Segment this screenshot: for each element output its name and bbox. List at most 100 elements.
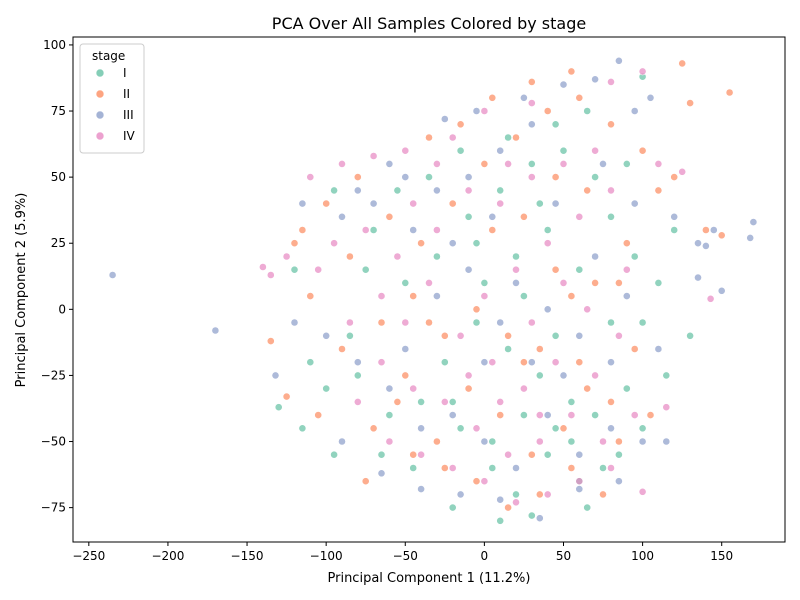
y-tick-label: −25	[41, 368, 66, 382]
point-IV-65	[622, 265, 631, 274]
point-I-21	[496, 186, 505, 195]
point-I-41	[377, 450, 386, 459]
point-IV-0	[440, 397, 449, 406]
point-I-2	[512, 490, 520, 499]
legend-marker-IV	[95, 131, 105, 141]
point-III-36	[271, 371, 280, 380]
point-III-67	[551, 199, 560, 208]
point-I-17	[369, 226, 378, 234]
point-I-69	[535, 199, 544, 208]
point-II-1	[496, 411, 505, 419]
x-tick-label: −250	[72, 549, 105, 563]
point-I-3	[543, 450, 552, 459]
point-I-53	[504, 133, 512, 142]
point-II-34	[440, 331, 449, 340]
point-I-26	[630, 252, 639, 261]
point-II-40	[551, 173, 560, 181]
point-II-23	[670, 173, 679, 181]
point-III-10	[353, 358, 362, 367]
point-I-19	[432, 252, 441, 261]
point-I-7	[615, 450, 623, 459]
point-II-28	[622, 239, 631, 248]
x-tick-label: −200	[151, 549, 184, 563]
point-I-46	[583, 503, 592, 512]
point-II-59	[456, 120, 465, 129]
point-IV-1	[472, 424, 481, 433]
point-II-61	[646, 411, 655, 419]
point-II-10	[306, 292, 315, 300]
point-II-51	[314, 411, 323, 419]
point-I-37	[512, 252, 520, 261]
point-IV-49	[330, 239, 338, 248]
point-I-51	[425, 173, 433, 181]
point-III-56	[440, 115, 449, 123]
x-tick-label: −100	[310, 549, 343, 563]
point-III-11	[322, 331, 331, 340]
point-II-21	[607, 120, 615, 129]
point-I-27	[654, 278, 663, 287]
point-IV-34	[512, 498, 520, 507]
point-IV-6	[630, 411, 639, 419]
x-tick-label: 50	[556, 549, 571, 563]
point-II-56	[527, 78, 536, 86]
point-IV-22	[559, 159, 568, 168]
point-III-26	[670, 212, 679, 221]
points-layer	[108, 56, 758, 525]
legend-label-II: II	[123, 87, 130, 101]
point-III-4	[575, 450, 584, 459]
point-II-64	[393, 397, 402, 406]
point-II-19	[543, 107, 552, 115]
point-III-33	[702, 241, 710, 250]
point-III-42	[401, 345, 410, 353]
point-II-12	[322, 199, 331, 208]
point-III-37	[496, 318, 505, 327]
point-IV-67	[401, 318, 410, 327]
point-III-12	[290, 318, 299, 327]
point-I-24	[591, 173, 599, 181]
point-IV-10	[314, 265, 323, 274]
point-II-42	[615, 437, 623, 446]
point-II-13	[353, 173, 362, 181]
point-I-54	[551, 120, 560, 129]
point-I-61	[686, 331, 694, 340]
point-IV-57	[527, 99, 536, 107]
point-I-9	[638, 424, 647, 433]
point-III-13	[298, 199, 307, 208]
point-IV-11	[282, 252, 291, 261]
point-IV-36	[448, 464, 457, 472]
point-II-57	[567, 67, 576, 76]
point-III-2	[512, 464, 520, 472]
point-II-31	[504, 331, 512, 340]
point-III-0	[448, 411, 457, 419]
point-III-9	[385, 384, 394, 393]
point-I-43	[448, 503, 457, 512]
point-III-23	[615, 56, 623, 65]
point-II-20	[575, 93, 584, 102]
point-IV-51	[512, 265, 520, 274]
point-II-66	[551, 265, 560, 274]
legend-box	[79, 43, 145, 154]
point-I-29	[638, 318, 647, 327]
point-I-65	[607, 318, 615, 327]
point-I-18	[401, 278, 410, 287]
point-IV-28	[706, 294, 715, 303]
point-IV-12	[258, 263, 267, 271]
point-I-64	[551, 424, 560, 433]
point-I-66	[622, 159, 631, 168]
point-I-39	[575, 265, 584, 274]
point-II-55	[488, 93, 497, 102]
y-tick-label: −75	[41, 501, 66, 515]
point-IV-16	[369, 152, 378, 160]
x-tick-label: 100	[631, 549, 654, 563]
point-IV-37	[417, 450, 425, 459]
point-I-55	[583, 107, 592, 115]
point-I-34	[472, 318, 481, 327]
point-III-22	[591, 75, 599, 84]
point-II-29	[591, 278, 599, 287]
point-III-49	[456, 490, 465, 499]
point-III-58	[353, 186, 362, 195]
legend-label-I: I	[123, 66, 127, 80]
point-III-28	[709, 226, 718, 234]
point-III-15	[369, 199, 378, 208]
